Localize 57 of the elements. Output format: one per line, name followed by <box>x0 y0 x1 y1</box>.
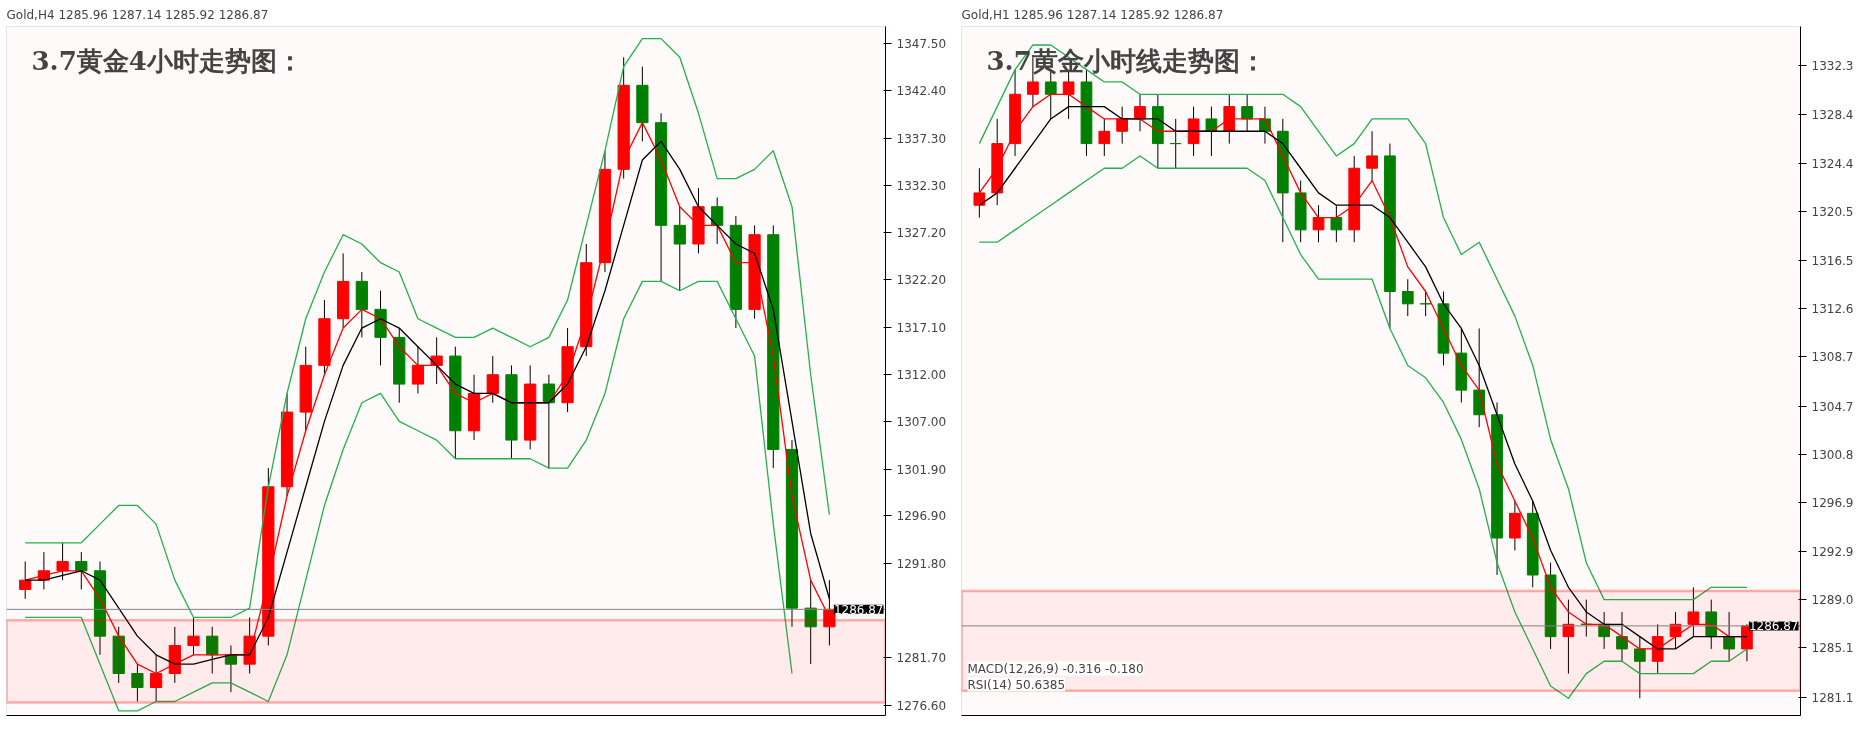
candlestick <box>1098 118 1111 157</box>
candlestick <box>1419 291 1432 317</box>
y-tick-label: 1332.3 <box>1811 59 1854 74</box>
y-tick-label: 1312.6 <box>1811 302 1854 317</box>
y-tick-label: 1337.30 <box>896 132 947 147</box>
candlestick <box>673 206 686 292</box>
candlestick <box>1401 278 1414 317</box>
text: Gold,H4 1285.96 1287.14 1285.92 1286.87 <box>6 7 269 22</box>
y-tick-label: 1296.9 <box>1811 495 1854 510</box>
y-tick-label: 1292.9 <box>1811 545 1854 560</box>
candlestick <box>1312 204 1325 243</box>
y-tick-label: 1328.4 <box>1811 107 1854 122</box>
y-tick-label: 1342.40 <box>896 84 947 99</box>
annotation: MACD(12,26,9) -0.316 -0.180 <box>967 661 1144 676</box>
line-series <box>24 280 793 712</box>
y-tick-label: 1327.20 <box>896 226 947 241</box>
candlestick <box>486 355 499 404</box>
candlestick <box>56 542 69 581</box>
candlestick <box>187 616 200 656</box>
y-tick-label: 1324.4 <box>1811 156 1854 171</box>
line-series <box>978 44 1748 601</box>
ref-line-label: 1286.87 <box>1748 619 1799 634</box>
y-tick-label: 1301.90 <box>896 462 947 477</box>
candlestick <box>804 579 817 665</box>
text: 3.7黄金4小时走势图： <box>31 45 303 76</box>
annotation: RSI(14) 50.6385 <box>967 677 1066 692</box>
y-tick-label: 1289.0 <box>1811 593 1854 608</box>
y-tick-label: 1307.00 <box>896 414 947 429</box>
ref-line-label: 1286.87 <box>833 602 884 617</box>
y-tick-label: 1317.10 <box>896 320 947 335</box>
y-tick-label: 1281.70 <box>896 651 947 666</box>
candlestick <box>75 551 88 590</box>
y-tick-label: 1300.8 <box>1811 447 1854 462</box>
y-tick-label: 1320.5 <box>1811 204 1854 219</box>
y-tick-label: 1291.80 <box>896 556 947 571</box>
text: Gold,H1 1285.96 1287.14 1285.92 1286.87 <box>961 7 1224 22</box>
line-series <box>24 37 831 619</box>
y-tick-label: 1322.20 <box>896 273 947 288</box>
candlestick <box>430 336 443 385</box>
y-tick-label: 1304.7 <box>1811 399 1854 414</box>
y-tick-label: 1347.50 <box>896 36 947 51</box>
y-tick-label: 1296.90 <box>896 509 947 524</box>
candlestick <box>711 196 724 245</box>
y-tick-label: 1281.1 <box>1811 690 1854 705</box>
candlestick <box>1330 204 1343 243</box>
candlestick <box>542 374 555 469</box>
candlestick <box>411 346 425 394</box>
y-tick-label: 1285.1 <box>1811 641 1854 656</box>
y-tick-label: 1308.7 <box>1811 350 1854 365</box>
candlestick <box>131 663 144 702</box>
candlestick <box>1687 586 1700 638</box>
y-tick-label: 1276.60 <box>896 698 947 713</box>
candlestick <box>1169 118 1182 169</box>
y-tick-label: 1316.5 <box>1811 254 1854 269</box>
y-tick-label: 1332.30 <box>896 178 947 193</box>
y-tick-label: 1312.00 <box>896 368 947 383</box>
candlestick <box>1366 130 1378 182</box>
